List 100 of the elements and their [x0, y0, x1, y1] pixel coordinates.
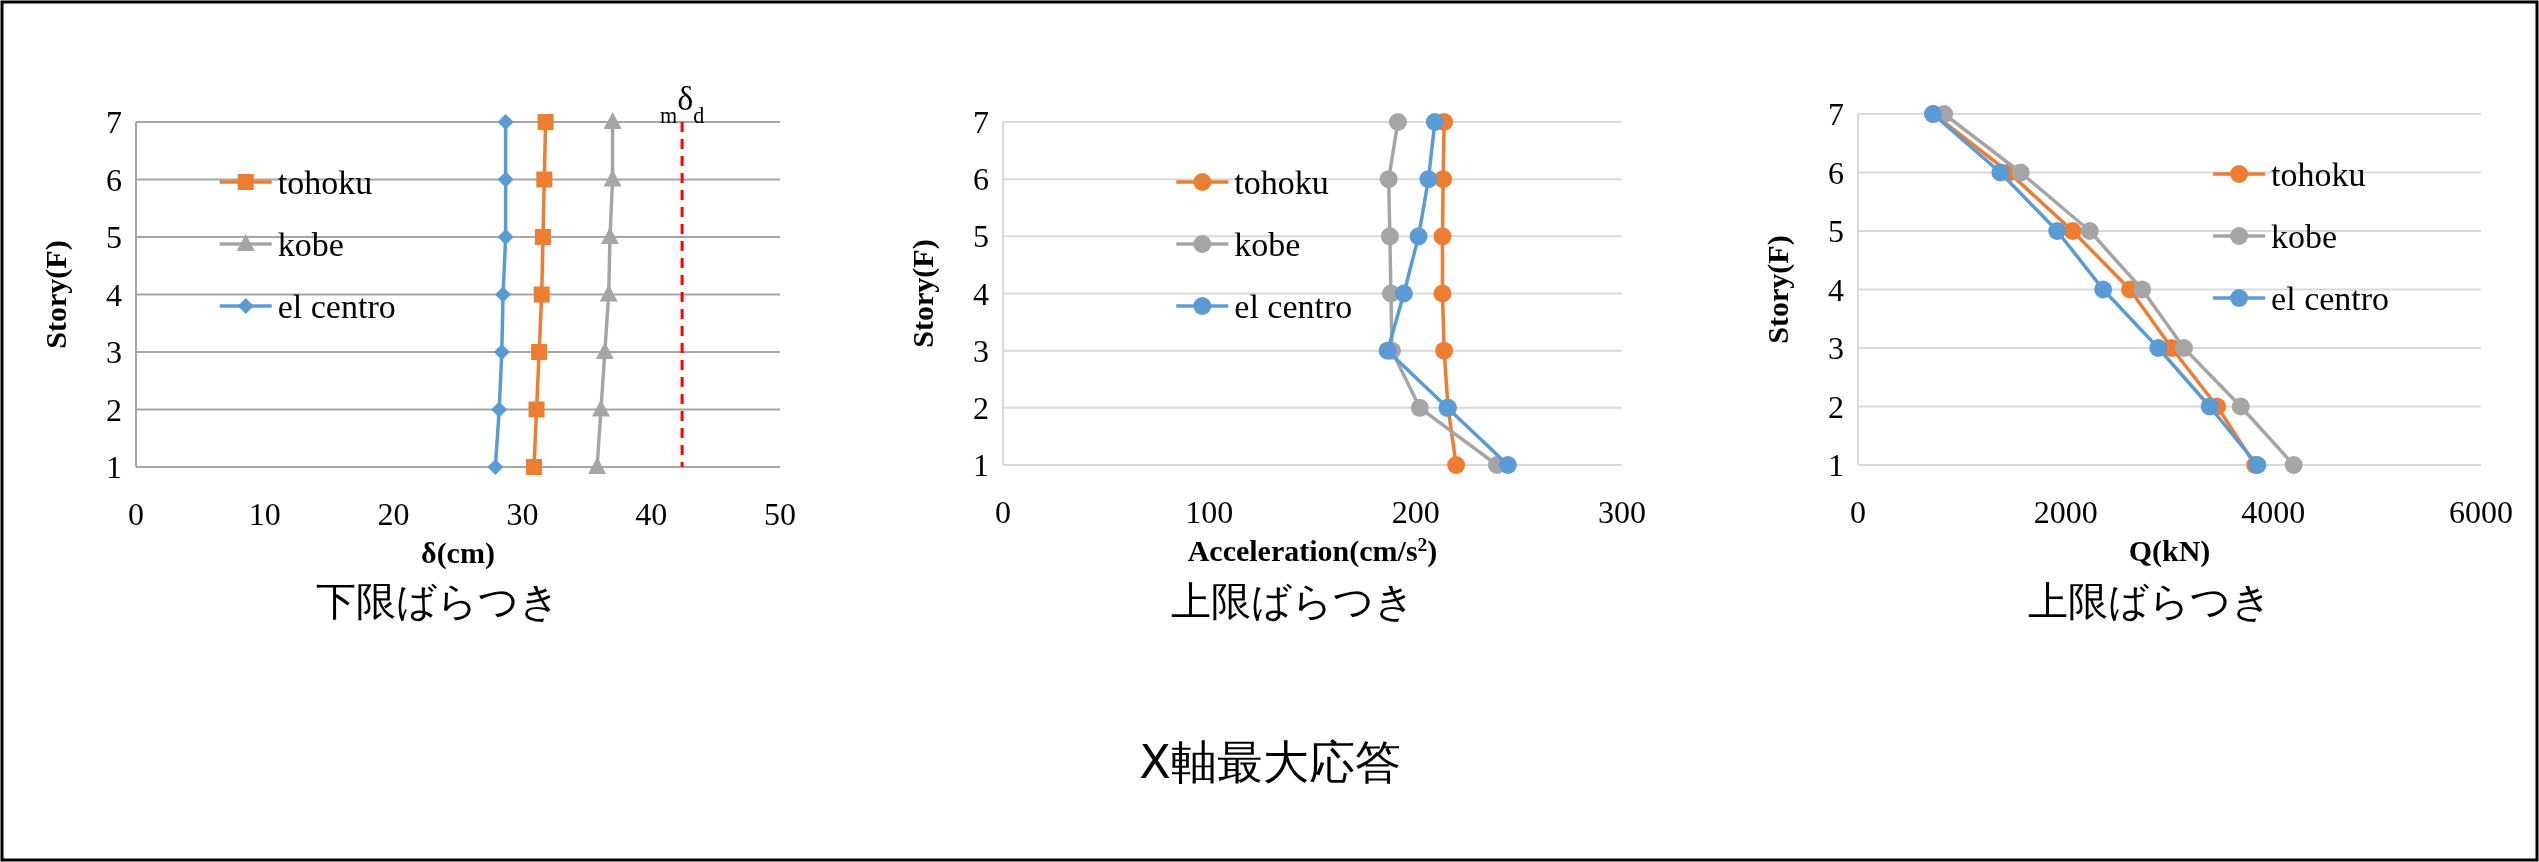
- legend-label: el centro: [277, 288, 396, 325]
- x-tick-label: 50: [764, 496, 796, 532]
- point: [531, 344, 548, 360]
- x-tick-label: 4000: [2241, 494, 2306, 530]
- x-axis-title: Q(kN): [2128, 534, 2211, 568]
- point: [537, 114, 554, 130]
- x-tick-label: 0: [1850, 494, 1866, 530]
- y-tick-label: 4: [1828, 271, 1844, 308]
- point: [1498, 456, 1517, 474]
- y-tick-label: 3: [106, 334, 122, 370]
- y-tick-label: 7: [106, 104, 122, 140]
- point: [528, 401, 545, 418]
- point: [1447, 456, 1466, 474]
- y-tick-label: 4: [106, 276, 122, 313]
- y-tick-label: 6: [1828, 154, 1844, 191]
- point: [2174, 339, 2193, 357]
- y-tick-label: 3: [1828, 330, 1844, 366]
- point: [1409, 227, 1428, 246]
- point: [1410, 398, 1429, 417]
- y-tick-label: 1: [106, 449, 122, 485]
- y-axis-title: Story(F): [1761, 235, 1795, 344]
- text: X軸最大応答: [1139, 735, 1401, 789]
- y-tick-label: 5: [1828, 213, 1844, 249]
- point: [1419, 170, 1438, 189]
- y-tick-label: 1: [1828, 447, 1844, 483]
- y-tick-label: 6: [973, 161, 989, 198]
- legend-label: el centro: [2271, 280, 2390, 317]
- point: [495, 286, 512, 303]
- point: [603, 112, 622, 129]
- point: [1394, 284, 1413, 303]
- y-tick-label: 2: [106, 391, 122, 428]
- ref-line-label: $_{m}$δ$_{d}$: [659, 80, 705, 128]
- x-axis-title: Acceleration(cm/s$^{2}$): [1187, 533, 1438, 568]
- text: 上限ばらつき: [1170, 578, 1415, 624]
- point: [2284, 456, 2303, 474]
- point: [600, 227, 619, 244]
- y-tick-label: 3: [973, 332, 989, 369]
- x-tick-label: 20: [377, 496, 410, 532]
- y-tick-label: 4: [973, 275, 989, 312]
- point: [591, 399, 610, 417]
- y-tick-label: 5: [973, 218, 989, 255]
- x-tick-label: 200: [1391, 494, 1440, 530]
- point: [497, 171, 514, 188]
- point: [491, 401, 508, 418]
- point: [2080, 222, 2099, 240]
- point: [1378, 341, 1397, 360]
- point: [2231, 397, 2250, 416]
- x-tick-label: 300: [1598, 494, 1646, 530]
- point: [493, 344, 510, 360]
- point: [2011, 163, 2030, 182]
- x-tick-label: 6000: [2449, 494, 2513, 530]
- point: [2048, 222, 2067, 240]
- point: [1433, 284, 1452, 303]
- x-axis-title: δ(cm): [421, 536, 495, 570]
- y-tick-label: 7: [1828, 96, 1844, 132]
- point: [535, 229, 552, 245]
- point: [536, 171, 553, 188]
- point: [2200, 397, 2219, 416]
- point: [2094, 280, 2113, 299]
- point: [1388, 113, 1407, 131]
- x-tick-label: 2000: [2033, 494, 2098, 530]
- x-tick-label: 0: [128, 496, 144, 532]
- point: [1379, 170, 1398, 189]
- legend-label: kobe: [277, 226, 344, 263]
- point: [1991, 163, 2010, 182]
- legend-label: tohoku: [1234, 164, 1329, 201]
- legend-label: tohoku: [2271, 156, 2366, 193]
- y-tick-label: 5: [106, 219, 122, 255]
- point: [2149, 339, 2168, 357]
- legend-label: el centro: [1234, 288, 1353, 325]
- y-axis-title: Story(F): [39, 240, 73, 349]
- y-tick-label: 1: [973, 447, 989, 483]
- point: [1425, 113, 1444, 131]
- point: [1433, 227, 1452, 246]
- point: [2063, 222, 2082, 240]
- x-tick-label: 0: [995, 494, 1011, 530]
- point: [497, 229, 514, 245]
- text: 下限ばらつき: [316, 578, 560, 624]
- point: [1380, 227, 1399, 246]
- y-axis-title: Story(F): [906, 239, 940, 348]
- x-tick-label: 40: [635, 496, 668, 532]
- point: [533, 286, 550, 303]
- x-tick-label: 10: [248, 496, 281, 532]
- point: [497, 114, 514, 130]
- y-tick-label: 2: [973, 389, 989, 426]
- x-tick-label: 30: [506, 496, 539, 532]
- y-tick-label: 7: [973, 104, 989, 140]
- legend-label: kobe: [2271, 218, 2338, 255]
- point: [595, 342, 614, 359]
- point: [588, 457, 607, 474]
- y-tick-label: 2: [1828, 388, 1844, 425]
- text: 上限ばらつき: [2027, 578, 2272, 624]
- legend-label: kobe: [1234, 226, 1301, 263]
- point: [1434, 170, 1453, 189]
- x-tick-label: 100: [1185, 494, 1234, 530]
- point: [2133, 280, 2152, 299]
- point: [487, 459, 504, 475]
- point: [525, 459, 542, 475]
- legend-label: tohoku: [277, 164, 373, 201]
- y-tick-label: 6: [106, 161, 122, 198]
